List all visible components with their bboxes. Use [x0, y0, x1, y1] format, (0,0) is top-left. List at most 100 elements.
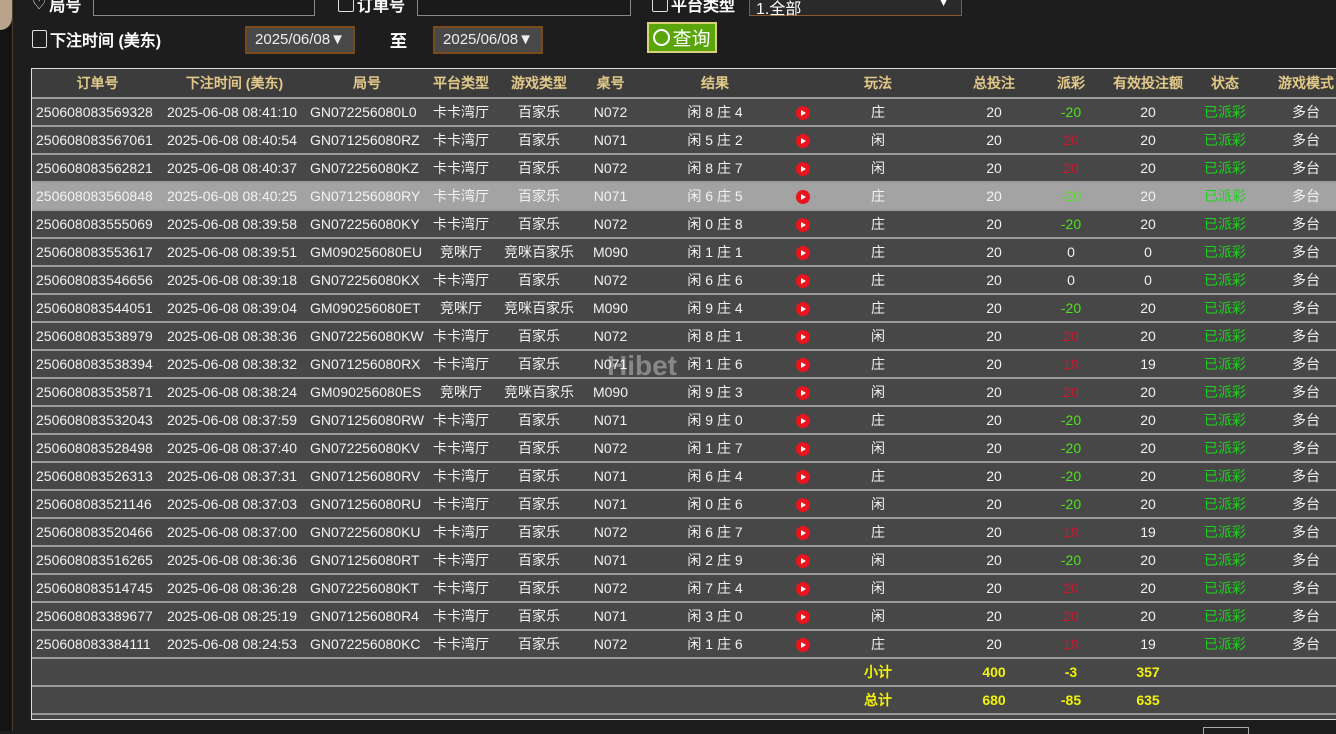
play-video-icon[interactable] — [796, 386, 810, 401]
play-video-icon[interactable] — [796, 582, 810, 597]
query-button[interactable]: 查询 — [647, 22, 717, 53]
game-mode-cell: 多台 — [1251, 210, 1336, 239]
play-video-icon[interactable] — [796, 554, 810, 569]
table-no-cell: N072 — [584, 98, 637, 127]
play-button-cell[interactable] — [793, 546, 813, 575]
play-button-cell[interactable] — [793, 238, 813, 267]
platform-icon — [652, 0, 668, 12]
play-button-cell[interactable] — [793, 462, 813, 491]
play-button-cell[interactable] — [793, 266, 813, 295]
table-no-cell: N072 — [584, 322, 637, 351]
play-button-cell[interactable] — [793, 406, 813, 435]
play-video-icon[interactable] — [796, 610, 810, 625]
table-row[interactable]: 250608083516265 2025-06-08 08:36:36 GN0712… — [32, 546, 1336, 575]
round-id-cell: GN071256080RT — [306, 546, 428, 575]
play-video-icon[interactable] — [796, 162, 810, 177]
table-row[interactable]: 250608083520466 2025-06-08 08:37:00 GN0722… — [32, 518, 1336, 547]
play-video-icon[interactable] — [796, 190, 810, 205]
play-button-cell[interactable] — [793, 574, 813, 603]
round-input[interactable] — [93, 0, 315, 16]
status-cell: 已派彩 — [1199, 238, 1251, 267]
table-row[interactable]: 250608083562821 2025-06-08 08:40:37 GN0722… — [32, 154, 1336, 183]
play-button-cell[interactable] — [793, 630, 813, 659]
play-video-icon[interactable] — [796, 246, 810, 261]
table-row[interactable]: 250608083553617 2025-06-08 08:39:51 GM0902… — [32, 238, 1336, 267]
table-row[interactable]: 250608083521146 2025-06-08 08:37:03 GN0712… — [32, 490, 1336, 519]
table-row[interactable]: 250608083535871 2025-06-08 08:38:24 GM0902… — [32, 378, 1336, 407]
play-video-icon[interactable] — [796, 442, 810, 457]
play-video-icon[interactable] — [796, 414, 810, 429]
date-from-picker[interactable]: 2025/06/08▼ — [245, 26, 355, 54]
bet-time-cell: 2025-06-08 08:38:32 — [163, 350, 306, 379]
play-video-icon[interactable] — [796, 218, 810, 233]
column-header — [793, 69, 813, 99]
result-cell: 闲 8 庄 7 — [637, 154, 793, 183]
play-button-cell[interactable] — [793, 518, 813, 547]
platform-select[interactable]: 1.全部 ▼ — [749, 0, 962, 18]
table-row[interactable]: 250608083544051 2025-06-08 08:39:04 GM0902… — [32, 294, 1336, 323]
game-mode-cell: 多台 — [1251, 602, 1336, 631]
date-to-picker[interactable]: 2025/06/08▼ — [433, 26, 543, 54]
play-video-icon[interactable] — [796, 470, 810, 485]
bet-type-cell: 庄 — [813, 630, 943, 659]
status-cell: 已派彩 — [1199, 378, 1251, 407]
table-row[interactable]: 250608083384111 2025-06-08 08:24:53 GN0722… — [32, 630, 1336, 659]
table-row[interactable]: 250608083389677 2025-06-08 08:25:19 GN0712… — [32, 602, 1336, 631]
play-button-cell[interactable] — [793, 350, 813, 379]
game-type-cell: 百家乐 — [494, 210, 584, 239]
platform-cell: 卡卡湾厅 — [428, 462, 494, 491]
order-input[interactable] — [417, 0, 631, 16]
order-id-cell: 250608083526313 — [32, 462, 163, 491]
play-button-cell[interactable] — [793, 322, 813, 351]
bet-type-cell: 庄 — [813, 98, 943, 127]
order-id-cell: 250608083544051 — [32, 294, 163, 323]
play-button-cell[interactable] — [793, 602, 813, 631]
play-button-cell[interactable] — [793, 294, 813, 323]
result-cell: 闲 0 庄 6 — [637, 490, 793, 519]
play-video-icon[interactable] — [796, 526, 810, 541]
play-video-icon[interactable] — [796, 498, 810, 513]
play-button-cell[interactable] — [793, 98, 813, 127]
status-cell: 已派彩 — [1199, 350, 1251, 379]
table-row[interactable]: 250608083528498 2025-06-08 08:37:40 GN0722… — [32, 434, 1336, 463]
play-video-icon[interactable] — [796, 302, 810, 317]
table-no-cell: N071 — [584, 126, 637, 155]
play-video-icon[interactable] — [796, 330, 810, 345]
play-video-icon[interactable] — [796, 106, 810, 121]
result-cell: 闲 1 庄 6 — [637, 350, 793, 379]
play-video-icon[interactable] — [796, 274, 810, 289]
play-button-cell[interactable] — [793, 182, 813, 211]
bet-time-cell: 2025-06-08 08:36:28 — [163, 574, 306, 603]
column-header: 游戏类型 — [494, 69, 584, 99]
table-row[interactable]: 250608083560848 2025-06-08 08:40:25 GN0712… — [32, 182, 1336, 211]
table-row[interactable]: 250608083532043 2025-06-08 08:37:59 GN0712… — [32, 406, 1336, 435]
total-valid-bet: 635 — [1097, 686, 1199, 715]
bet-time-cell: 2025-06-08 08:25:19 — [163, 602, 306, 631]
table-row[interactable]: 250608083555069 2025-06-08 08:39:58 GN0722… — [32, 210, 1336, 239]
play-button-cell[interactable] — [793, 126, 813, 155]
play-video-icon[interactable] — [796, 638, 810, 653]
play-button-cell[interactable] — [793, 490, 813, 519]
table-row[interactable]: 250608083567061 2025-06-08 08:40:54 GN0712… — [32, 126, 1336, 155]
play-button-cell[interactable] — [793, 378, 813, 407]
table-row[interactable]: 250608083546656 2025-06-08 08:39:18 GN0722… — [32, 266, 1336, 295]
table-row[interactable]: 250608083538979 2025-06-08 08:38:36 GN0722… — [32, 322, 1336, 351]
result-cell: 闲 8 庄 1 — [637, 322, 793, 351]
sidebar-corner — [0, 0, 12, 30]
play-video-icon[interactable] — [796, 358, 810, 373]
total-row: 总计 680 -85 635 — [32, 686, 1336, 715]
table-row[interactable]: 250608083538394 2025-06-08 08:38:32 GN0712… — [32, 350, 1336, 379]
platform-cell: 卡卡湾厅 — [428, 490, 494, 519]
play-video-icon[interactable] — [796, 134, 810, 149]
table-row[interactable]: 250608083569328 2025-06-08 08:41:10 GN0722… — [32, 98, 1336, 127]
order-id-cell: 250608083521146 — [32, 490, 163, 519]
result-cell: 闲 1 庄 7 — [637, 434, 793, 463]
table-row[interactable]: 250608083526313 2025-06-08 08:37:31 GN0712… — [32, 462, 1336, 491]
table-no-cell: N072 — [584, 630, 637, 659]
play-button-cell[interactable] — [793, 154, 813, 183]
table-row[interactable]: 250608083514745 2025-06-08 08:36:28 GN0722… — [32, 574, 1336, 603]
play-button-cell[interactable] — [793, 210, 813, 239]
round-id-cell: GN071256080R4 — [306, 602, 428, 631]
play-button-cell[interactable] — [793, 434, 813, 463]
chevron-down-icon: ▼ — [518, 31, 533, 48]
